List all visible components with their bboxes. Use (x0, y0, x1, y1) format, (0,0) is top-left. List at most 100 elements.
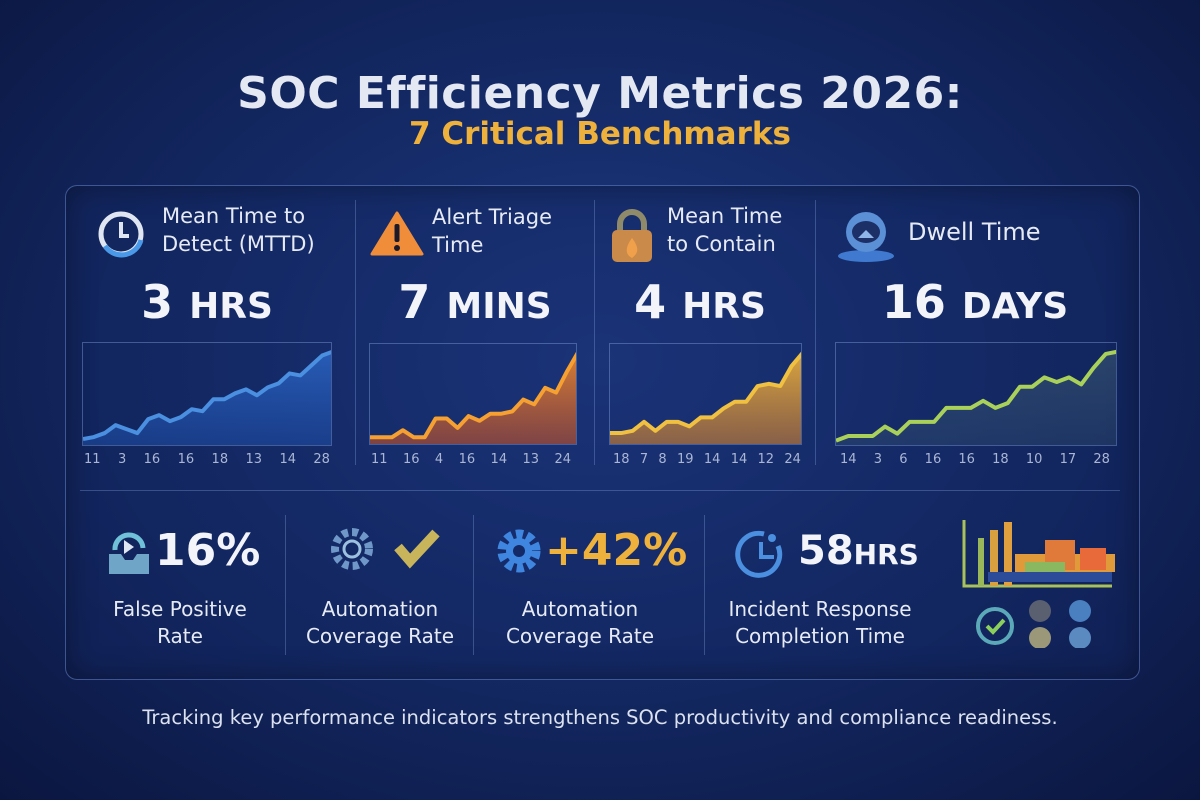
trend-area (610, 354, 801, 444)
tick-label: 14 (279, 452, 296, 467)
trend-area (836, 351, 1116, 445)
value-number: 3 (141, 275, 174, 329)
divider (80, 490, 1120, 491)
tick-label: 17 (1059, 452, 1077, 467)
inbox-refresh-icon (105, 530, 151, 580)
bar-chart-icon (960, 518, 1115, 652)
tick-label: 11 (371, 452, 388, 467)
tick-label: 3 (117, 452, 127, 467)
label-line: Automation (321, 597, 439, 621)
lock-icon (610, 208, 654, 268)
trend-area (83, 352, 331, 445)
bottom-label: Automation Coverage Rate (290, 596, 470, 650)
value-number: 4 (634, 275, 667, 329)
hacker-icon (836, 208, 896, 268)
label-line: Mean Time to (162, 204, 306, 228)
divider (594, 200, 595, 465)
trend-area (370, 355, 576, 444)
automation-increase-value: +42% (545, 525, 688, 576)
gear-head-check-icon (328, 525, 448, 579)
tick-label: 28 (1093, 452, 1110, 467)
label-line: False Positive (113, 597, 247, 621)
metric-label: Dwell Time (908, 218, 1041, 246)
tick-label: 7 (639, 452, 649, 467)
label-line: Mean Time (667, 204, 783, 228)
tick-label: 28 (313, 452, 330, 467)
tick-label: 12 (757, 452, 775, 467)
metric-label: Mean Time to Detect (MTTD) (162, 202, 315, 258)
label-line: Rate (157, 624, 203, 648)
value-unit: HRS (853, 538, 919, 571)
trend-chart (369, 343, 577, 445)
value-number: 7 (398, 275, 431, 329)
value-unit: DAYS (961, 286, 1069, 327)
divider (473, 515, 474, 655)
tick-label: 14 (703, 452, 721, 467)
tick-label: 13 (245, 452, 263, 467)
clock-icon (97, 208, 149, 264)
tick-label: 24 (784, 452, 801, 467)
divider (355, 200, 356, 465)
label-line: Time (432, 233, 484, 257)
tick-label: 18 (211, 452, 229, 467)
value-unit: HRS (682, 286, 766, 327)
tick-label: 14 (840, 452, 857, 467)
chart-ticks: 11 3 16 16 18 13 14 28 (84, 452, 330, 467)
label-line: Coverage Rate (505, 624, 655, 648)
page-subtitle: 7 Critical Benchmarks (409, 116, 791, 152)
footer-caption: Tracking key performance indicators stre… (142, 706, 1058, 729)
bottom-label: False Positive Rate (90, 596, 270, 650)
tick-label: 19 (677, 452, 694, 467)
tick-label: 16 (924, 452, 942, 467)
tick-label: 13 (522, 452, 540, 467)
tick-label: 18 (613, 452, 630, 467)
label-line: Automation (521, 597, 639, 621)
trend-line (83, 350, 331, 441)
metric-value: 3 HRS (82, 275, 332, 329)
value-number: 58 (798, 528, 854, 574)
tick-label: 16 (958, 452, 975, 467)
tick-label: 11 (84, 452, 101, 467)
tick-label: 10 (1025, 452, 1043, 467)
label-line: Incident Response (728, 597, 912, 621)
trend-line (370, 351, 576, 440)
value-unit: MINS (446, 286, 552, 327)
tick-label: 4 (434, 452, 444, 467)
label-line: Coverage Rate (305, 624, 455, 648)
warning-icon (370, 210, 424, 260)
tick-label: 16 (143, 452, 161, 467)
trend-chart (609, 343, 802, 445)
trend-line (610, 351, 801, 436)
page-title: SOC Efficiency Metrics 2026: (237, 68, 963, 119)
metric-label: Mean Time to Contain (667, 202, 782, 258)
label-line: to Contain (667, 232, 776, 256)
label-line: Completion Time (735, 624, 905, 648)
value-unit: HRS (189, 286, 273, 327)
tick-label: 24 (554, 452, 571, 467)
tick-label: 3 (873, 452, 883, 467)
bottom-label: Automation Coverage Rate (490, 596, 670, 650)
metric-label: Alert Triage Time (432, 203, 552, 259)
label-line: Alert Triage (432, 205, 552, 229)
tick-label: 16 (402, 452, 420, 467)
chart-ticks: 18 7 8 19 14 14 12 24 (613, 452, 801, 467)
tick-label: 16 (458, 452, 476, 467)
value-number: 16 (881, 275, 946, 329)
bottom-label: Incident Response Completion Time (715, 596, 925, 650)
label-line: Detect (MTTD) (162, 232, 315, 256)
chart-ticks: 14 3 6 16 16 18 10 17 28 (840, 452, 1110, 467)
metric-value: 16 DAYS (830, 275, 1120, 329)
metric-value: 7 MINS (355, 275, 595, 329)
trend-chart (835, 342, 1117, 446)
tick-label: 14 (490, 452, 508, 467)
divider (704, 515, 705, 655)
divider (815, 200, 816, 465)
timer-icon (734, 530, 788, 584)
label-line: Dwell Time (908, 218, 1041, 246)
divider (285, 515, 286, 655)
incident-response-value: 58HRS (798, 528, 919, 574)
tick-label: 6 (899, 452, 908, 467)
metric-value: 4 HRS (600, 275, 800, 329)
chart-ticks: 11 16 4 16 14 13 24 (371, 452, 571, 467)
gear-icon (496, 528, 542, 578)
